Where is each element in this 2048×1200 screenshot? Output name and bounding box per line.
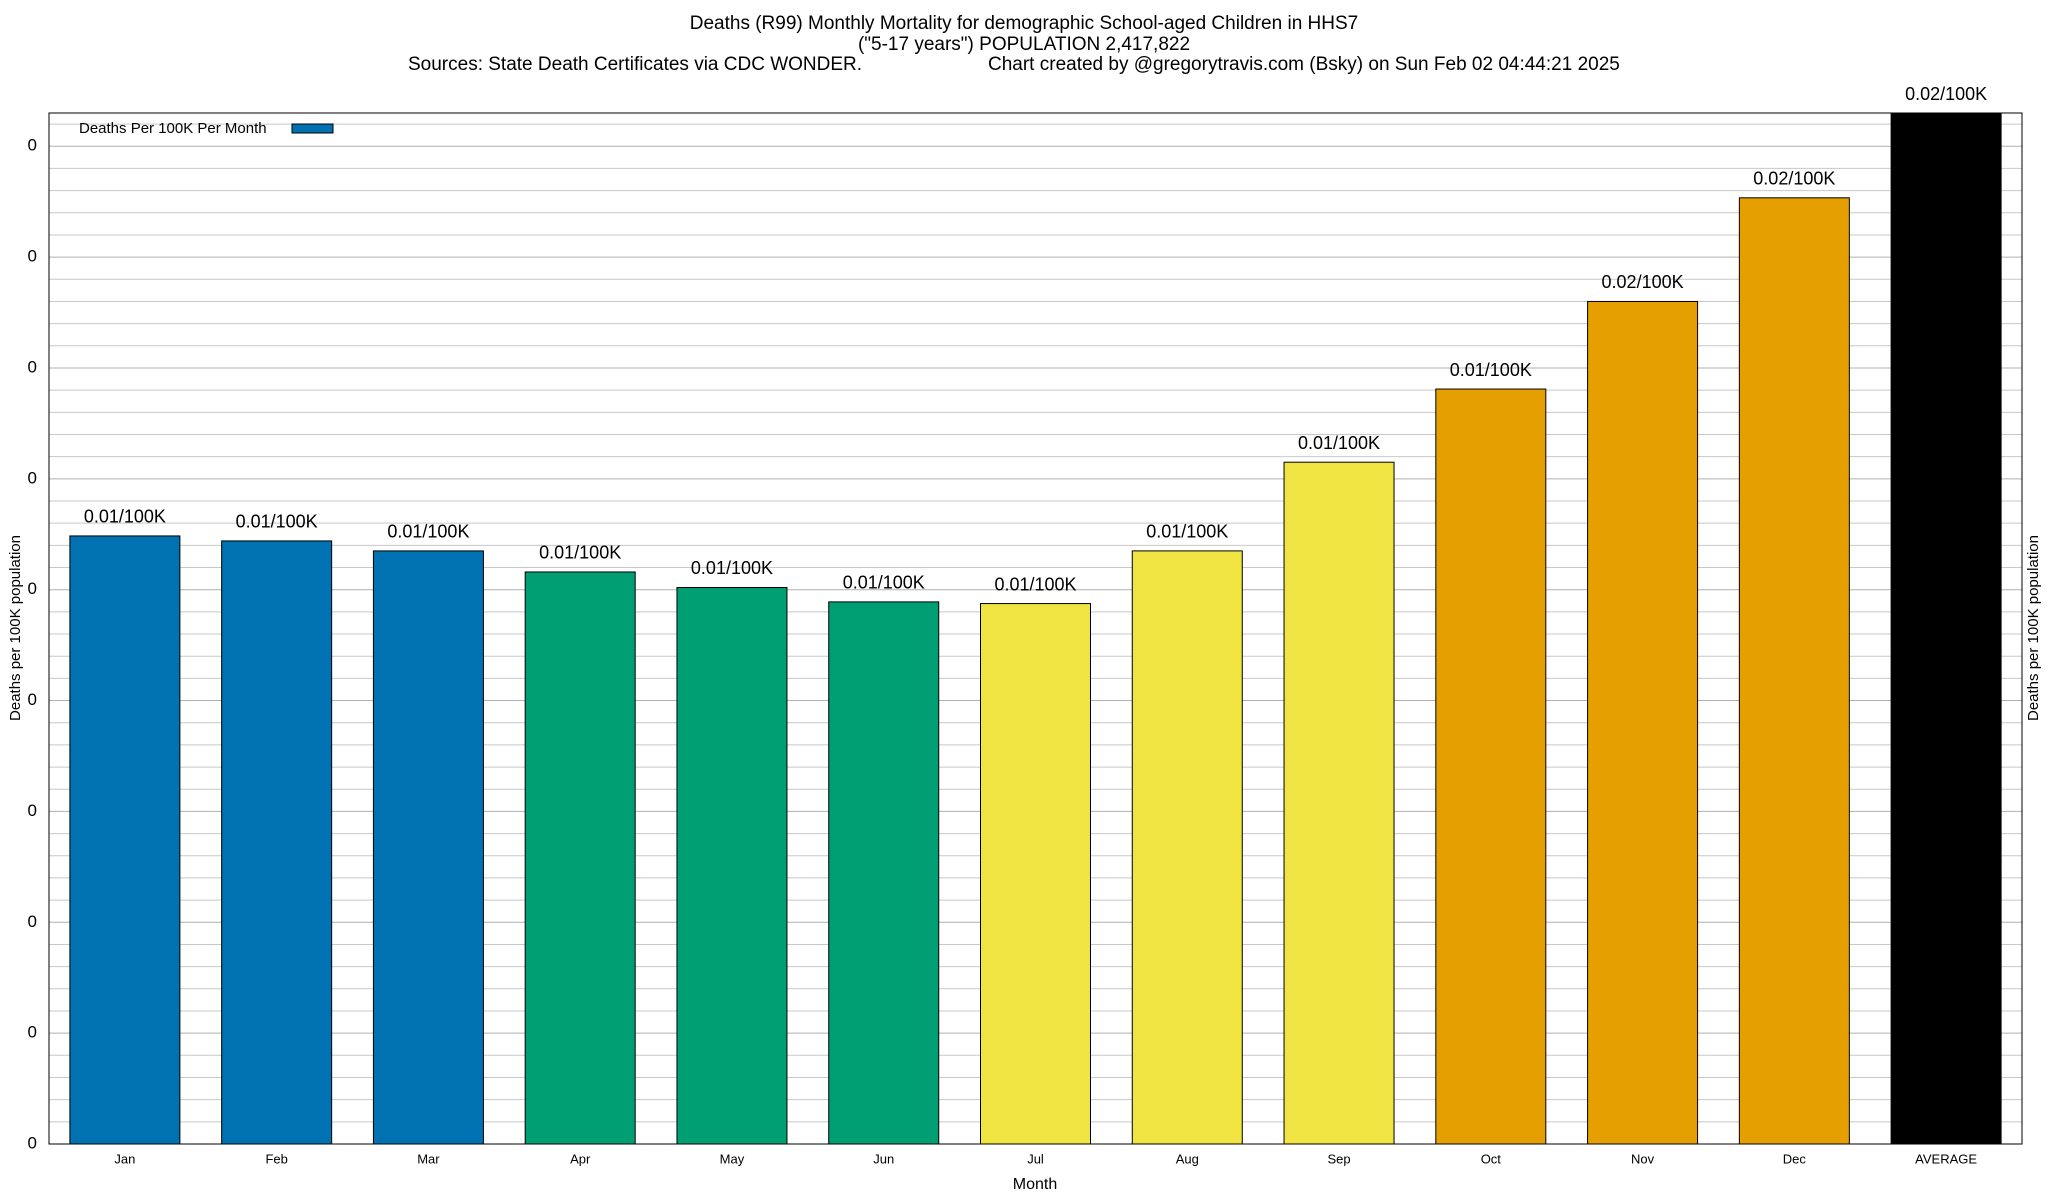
value-label: 0.02/100K xyxy=(1753,169,1835,189)
y-axis-label: Deaths per 100K population xyxy=(7,535,24,721)
y2-axis-label: Deaths per 100K population xyxy=(2025,535,2042,721)
legend-swatch xyxy=(291,123,334,134)
y-tick-label: 0 xyxy=(28,579,37,598)
y-tick-label: 0 xyxy=(28,1133,37,1152)
y-tick-label: 0 xyxy=(28,690,37,709)
bar xyxy=(828,601,940,1145)
value-label: 0.01/100K xyxy=(843,573,925,593)
bar xyxy=(1131,550,1243,1145)
legend-label: Deaths Per 100K Per Month xyxy=(79,120,267,137)
chart-subtitle: ("5-17 years") POPULATION 2,417,822 xyxy=(858,34,1190,55)
bar xyxy=(372,550,484,1145)
value-label: 0.01/100K xyxy=(84,507,166,527)
chart-title: Deaths (R99) Monthly Mortality for demog… xyxy=(690,13,1358,34)
y-tick-label: 0 xyxy=(28,247,37,266)
bar xyxy=(1890,112,2002,1145)
x-tick-label: AVERAGE xyxy=(1915,1151,1977,1166)
value-label: 0.01/100K xyxy=(691,558,773,578)
bar xyxy=(980,603,1091,1145)
y-tick-label: 0 xyxy=(28,468,37,487)
value-label: 0.01/100K xyxy=(236,512,318,532)
y-tick-label: 0 xyxy=(28,1023,37,1042)
bar xyxy=(676,586,788,1145)
x-tick-label: Aug xyxy=(1176,1151,1199,1166)
bar xyxy=(1587,300,1699,1145)
value-label: 0.01/100K xyxy=(387,522,469,542)
y-tick-label: 0 xyxy=(28,357,37,376)
x-tick-label: Dec xyxy=(1783,1151,1807,1166)
x-tick-label: Mar xyxy=(417,1151,440,1166)
y-tick-label: 0 xyxy=(28,912,37,931)
value-label: 0.01/100K xyxy=(994,574,1076,594)
value-label: 0.01/100K xyxy=(1298,433,1380,453)
x-tick-label: Oct xyxy=(1481,1151,1502,1166)
bar xyxy=(221,540,333,1145)
bar xyxy=(1738,197,1850,1145)
credit: Chart created by @gregorytravis.com (Bsk… xyxy=(988,54,1620,75)
bar xyxy=(1435,388,1547,1145)
x-tick-label: Nov xyxy=(1631,1151,1655,1166)
x-tick-label: Feb xyxy=(265,1151,287,1166)
x-tick-label: Apr xyxy=(570,1151,591,1166)
value-label: 0.02/100K xyxy=(1905,84,1987,104)
value-label: 0.01/100K xyxy=(1146,522,1228,542)
x-tick-label: Jun xyxy=(873,1151,894,1166)
source: Sources: State Death Certificates via CD… xyxy=(408,54,862,75)
bar xyxy=(1283,461,1395,1145)
bar xyxy=(69,535,181,1145)
value-label: 0.02/100K xyxy=(1602,272,1684,292)
value-label: 0.01/100K xyxy=(539,543,621,563)
x-tick-label: May xyxy=(720,1151,745,1166)
x-axis-label: Month xyxy=(1013,1176,1057,1193)
value-label: 0.01/100K xyxy=(1450,360,1532,380)
y-tick-label: 0 xyxy=(28,801,37,820)
bar xyxy=(524,571,636,1145)
x-tick-label: Jul xyxy=(1027,1151,1044,1166)
x-tick-label: Sep xyxy=(1327,1151,1350,1166)
plot-frame xyxy=(48,112,2023,1145)
x-tick-label: Jan xyxy=(114,1151,135,1166)
y-tick-label: 0 xyxy=(28,136,37,155)
